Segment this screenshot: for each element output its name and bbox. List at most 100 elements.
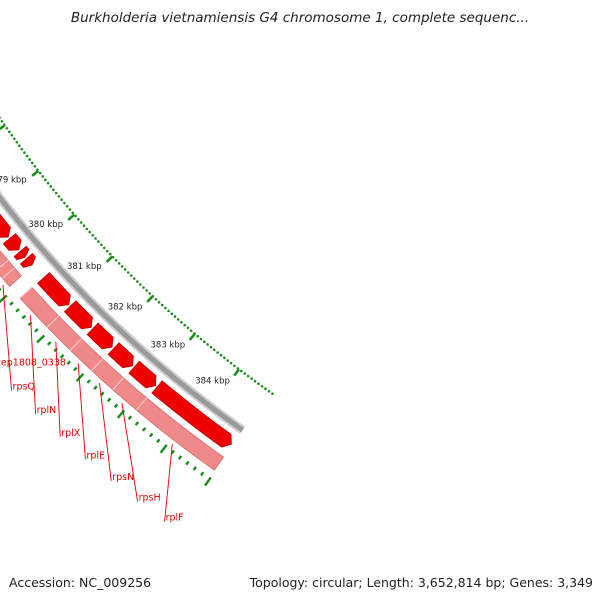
scale-dot [0,116,1,119]
outer-tick [75,372,85,382]
outer-tick [134,421,140,426]
scale-dot [33,164,37,168]
scale-dot [49,185,53,188]
scale-dot [5,126,9,130]
scale-dot [65,204,69,208]
scale-dot [164,306,167,310]
scale-dot [223,356,226,360]
gene-arrows [0,213,232,448]
scale-dot [154,297,158,301]
scale-dot [132,277,136,280]
scale-dot [142,286,145,289]
scale-dot [203,340,206,344]
map-title: Burkholderia vietnamiensis G4 chromosome… [70,10,530,26]
gene-track-divider [19,286,33,299]
gene-label: rplE [86,450,105,461]
scale-dot [13,137,16,141]
scale-dot [160,303,164,307]
gene-arrow [63,300,93,330]
outer-tick [34,328,39,333]
scale-dot [82,224,86,228]
gene-arrow [128,360,157,389]
outer-tick [36,334,46,344]
scale-dot [71,211,75,215]
scale-dot [41,175,45,178]
scale-dot [246,374,250,378]
gene-label: rplF [166,513,184,524]
scale-dot [126,271,130,274]
outer-tick [59,354,65,359]
scale-dot [8,130,11,134]
scale-dot [148,292,152,295]
outer-tick [9,301,14,306]
outer-tick [127,415,133,421]
scale-dot [15,140,19,144]
outer-tick [192,466,197,471]
scale-dot [57,195,61,198]
scale-dot [60,198,63,202]
gene-track-divider [112,377,124,391]
leader-line [164,444,173,522]
scale-dot [233,364,236,368]
outer-tick [200,471,205,477]
scale-dot [136,280,139,283]
scale-dot [114,258,118,262]
leader-line [77,363,86,460]
scale-dot [267,389,271,393]
scale-dot [105,249,109,253]
gene-track-divider [91,358,103,371]
gene-arrow [86,322,114,350]
gene-track-block [0,250,23,287]
scale-tick [67,213,76,221]
scale-label: 380 kbp [28,220,63,230]
scale-dot [120,265,124,268]
gene-arrow [2,233,22,251]
outer-tick [185,460,190,466]
scale-dot [243,372,247,375]
scale-dot [44,178,47,182]
scale-tick [31,169,40,177]
scale-dot [219,353,223,357]
scale-dot [226,359,229,362]
gene-label: Bcep1808_0338 [0,357,66,368]
outer-tick [113,403,119,409]
scale-dot [28,158,31,161]
gene-track [0,250,225,471]
scale-dot [206,343,209,346]
sequence-stats-text: Topology: circular; Length: 3,652,814 bp… [249,575,593,590]
outer-tick [141,427,147,432]
scale-dot [139,283,142,286]
scale-dot [100,243,103,247]
leader-line [30,315,37,415]
scale-dot [167,309,170,313]
scale-dot [183,323,186,327]
gene-label: rplX [61,428,81,439]
scale-dot [77,217,80,221]
scale-dot [253,379,257,383]
inner-tick-dots [0,116,274,395]
scale-tick [188,332,196,341]
leader-line [55,341,61,438]
scale-dot [196,334,200,338]
scale-dot [52,188,55,192]
outer-tick [156,438,161,444]
leader-line [121,402,139,502]
gene-arrow [13,245,30,261]
scale-dot [20,147,24,151]
scale-label: 383 kbp [151,341,186,351]
scale-dot [176,318,180,321]
scale-dot [36,168,39,171]
outer-tick [0,294,8,303]
scale-dot [199,337,203,341]
scale-dot [173,315,177,318]
scale-dot [97,240,100,243]
gene-track-divider [46,315,60,328]
scale-dot [88,230,92,234]
gene-arrow [0,213,11,238]
outer-tick [148,432,154,438]
scale-dot [157,300,161,304]
scale-dot [68,208,72,211]
scale-dot [216,351,219,354]
scale-tick [146,295,154,303]
